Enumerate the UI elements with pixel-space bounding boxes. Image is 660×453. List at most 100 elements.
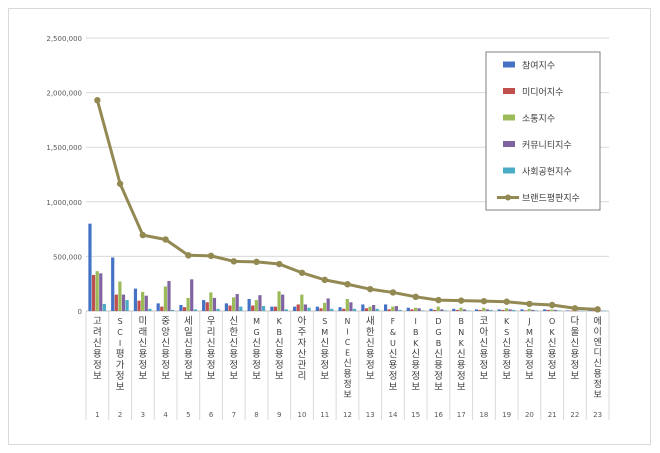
category-label: SCI평가정보SCI평가정보 xyxy=(116,317,125,393)
bar-1-18 xyxy=(474,309,479,311)
rank-label: 20 xyxy=(525,411,534,419)
bar-5-8 xyxy=(261,306,266,311)
category-label-glyph: 신 xyxy=(480,338,489,349)
rank-label: 18 xyxy=(479,411,488,419)
y-tick-label: 2,000,000 xyxy=(46,90,82,98)
category-label-glyph: E xyxy=(345,349,350,358)
category-label-glyph: S xyxy=(322,317,327,326)
category-label-glyph: K xyxy=(413,339,419,348)
bar-5-9 xyxy=(284,309,288,311)
y-tick-label: 0 xyxy=(78,308,82,316)
bar-3-14 xyxy=(391,306,395,311)
brand-index-point xyxy=(139,231,147,239)
rank-label: 6 xyxy=(209,411,214,419)
category-label-glyph: 신 xyxy=(457,349,466,360)
bar-4-1 xyxy=(99,273,103,311)
category-label-glyph: 정 xyxy=(343,379,351,390)
rank-label: 4 xyxy=(163,411,168,419)
brand-index-point xyxy=(207,252,215,260)
category-label-glyph: S xyxy=(118,317,123,326)
bar-4-15 xyxy=(417,308,421,311)
bar-3-13 xyxy=(368,306,372,311)
category-label-glyph: 보 xyxy=(366,371,375,382)
category-label-glyph: F xyxy=(391,317,396,326)
bar-5-10 xyxy=(307,307,311,311)
rank-label: 7 xyxy=(232,411,236,419)
category-label-glyph: 정 xyxy=(275,360,284,371)
category-label-glyph: 주 xyxy=(298,327,307,338)
category-label-glyph: 리 xyxy=(207,327,216,338)
category-label-glyph: 보 xyxy=(275,371,284,382)
brand-index-point xyxy=(298,269,306,276)
category-label-glyph: 보 xyxy=(252,371,261,382)
bar-5-5 xyxy=(193,309,197,311)
bar-5-1 xyxy=(102,303,106,311)
rank-label: 21 xyxy=(548,411,557,419)
category-label-glyph: 래 xyxy=(138,327,147,338)
category-label-glyph: 용 xyxy=(343,369,351,380)
legend-label: 커뮤니티지수 xyxy=(522,140,572,151)
category-label: 신한신용정보신한신용정보 xyxy=(229,316,238,382)
bar-2-5 xyxy=(182,307,187,311)
category-label-glyph: 용 xyxy=(525,349,534,360)
category-label-glyph: 정 xyxy=(252,360,261,371)
bar-1-17 xyxy=(452,308,456,311)
category-label-glyph: 세 xyxy=(184,316,193,327)
bar-4-5 xyxy=(190,279,194,311)
category-label-glyph: 신 xyxy=(548,338,557,349)
category-label-glyph: J xyxy=(527,317,530,326)
bar-1-20 xyxy=(520,309,524,311)
category-label-glyph: 이 xyxy=(593,327,601,338)
category-label-glyph: 신 xyxy=(184,338,193,349)
y-axis-tick-labels: 0 500,000 1,000,000 1,500,000 2,000,000 2,500… xyxy=(46,35,82,316)
bar-1-1 xyxy=(88,223,92,311)
category-label-glyph: N xyxy=(458,328,464,337)
y-tick-label: 1,000,000 xyxy=(46,199,82,207)
category-label-glyph: B xyxy=(436,339,442,348)
bar-2-4 xyxy=(160,306,164,311)
category-label-glyph: 엔 xyxy=(593,337,601,348)
category-label: 우리신용정보우리신용정보 xyxy=(207,316,216,382)
legend-swatch xyxy=(503,61,515,68)
bar-5-7 xyxy=(239,306,243,311)
category-label-glyph: 정 xyxy=(229,360,238,371)
category-label-glyph: 관 xyxy=(298,360,307,371)
category-label-glyph: 신 xyxy=(229,338,238,349)
bar-2-21 xyxy=(546,309,550,311)
category-label-glyph: 미 xyxy=(138,316,147,327)
category-label-glyph: 신 xyxy=(93,338,102,349)
rank-label: 3 xyxy=(141,411,145,419)
category-label-glyph: 용 xyxy=(411,360,420,371)
category-label: 새한신용정보새한신용정보 xyxy=(366,316,375,382)
category-label-glyph: 보 xyxy=(411,382,420,393)
rank-label: 2 xyxy=(118,411,122,419)
bar-4-17 xyxy=(462,309,467,311)
category-label-glyph: 정 xyxy=(502,360,511,371)
rank-label: 11 xyxy=(320,411,329,419)
category-label-glyph: 려 xyxy=(93,326,102,338)
brand-index-point xyxy=(526,300,533,308)
category-label-glyph: 정 xyxy=(207,360,216,371)
category-label-glyph: 보 xyxy=(457,382,466,393)
brand-index-point xyxy=(571,305,579,312)
bar-5-23 xyxy=(603,310,607,312)
bar-2-10 xyxy=(296,304,300,311)
bar-3-9 xyxy=(277,291,281,311)
category-label: 아주자산관리아주자산관리 xyxy=(298,316,307,382)
category-label-glyph: 가 xyxy=(116,360,125,371)
bar-3-16 xyxy=(436,306,440,311)
category-label-glyph: 정 xyxy=(116,371,125,382)
category-label-glyph: 보 xyxy=(229,371,238,382)
category-label-glyph: 고 xyxy=(93,316,102,327)
category-label: 에이엔디신용정보에이엔디신용정보 xyxy=(593,316,601,401)
category-label: MG신용정보MG신용정보 xyxy=(252,317,261,382)
category-label-glyph: 신 xyxy=(593,358,601,369)
bar-4-9 xyxy=(281,294,285,311)
category-label-glyph: 용 xyxy=(548,349,557,360)
category-label-glyph: 정 xyxy=(548,360,557,371)
category-label-glyph: 정 xyxy=(320,360,329,371)
category-label-glyph: 보 xyxy=(343,390,351,401)
category-label-glyph: 한 xyxy=(366,327,375,338)
category-label-glyph: 정 xyxy=(93,360,102,371)
